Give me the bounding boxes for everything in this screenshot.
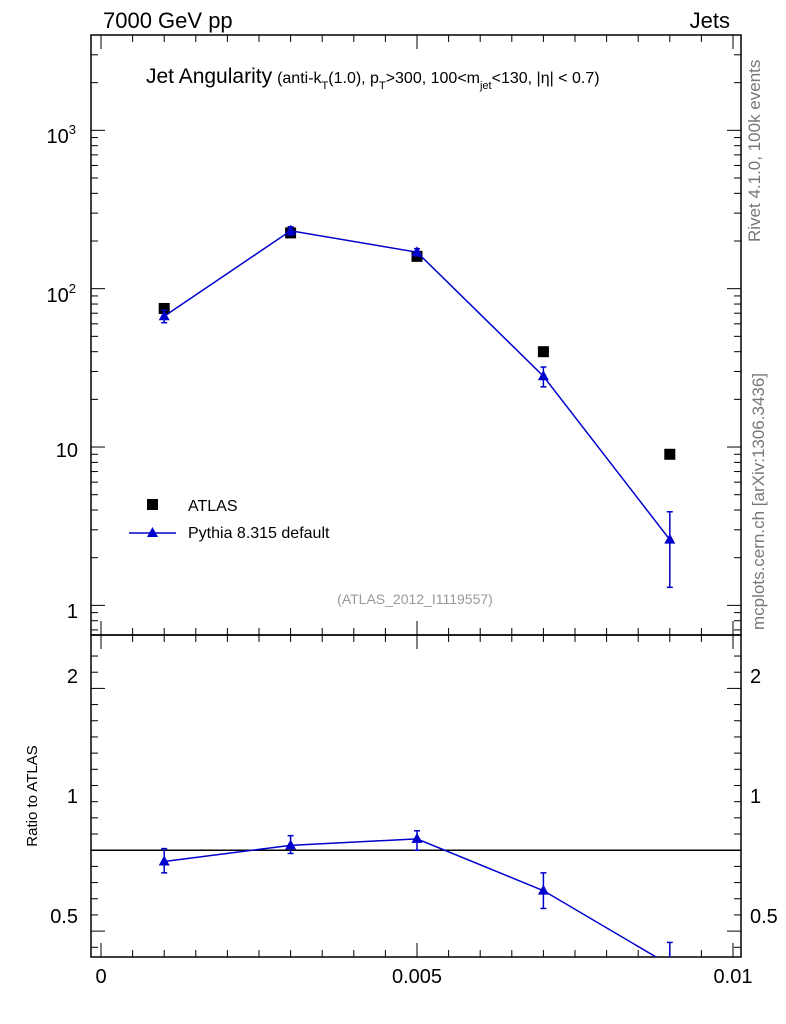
ratio-y-tick-label-1: 1 <box>67 786 78 808</box>
x-tick-label-0.005: 0.005 <box>392 966 442 988</box>
ratio-panel-frame <box>90 634 742 958</box>
pythia-point <box>537 370 549 381</box>
atlas-data-point <box>158 302 170 314</box>
y-tick-label-1000: 103 <box>47 122 76 148</box>
plot-title: Jet Angularity (anti-kT(1.0), pT>300, 100… <box>146 65 600 92</box>
pythia-ratio-point <box>537 884 549 895</box>
main-panel-marks <box>158 224 676 589</box>
ratio-y-axis-label: Ratio to ATLAS <box>24 745 41 846</box>
ratio-y-tick-label-0.5: 0.5 <box>50 906 78 928</box>
analysis-id-label: (ATLAS_2012_I1119557) <box>337 591 493 607</box>
atlas-data-point <box>537 346 549 358</box>
ratio-y-tick-label-2: 2 <box>67 666 78 688</box>
pythia-point <box>158 310 170 321</box>
pythia-point <box>285 224 297 235</box>
y-tick-label-100: 102 <box>47 281 76 307</box>
atlas-data-point <box>664 448 676 460</box>
pythia-point <box>664 533 676 544</box>
y-tick-label-1: 1 <box>67 601 78 623</box>
legend-pythia-label: Pythia 8.315 default <box>188 525 330 542</box>
legend-atlas-label: ATLAS <box>188 498 238 515</box>
pythia-ratio-point <box>158 855 170 866</box>
pythia-ratio-point <box>411 832 423 843</box>
pythia-point <box>411 246 423 257</box>
legend-atlas-marker <box>147 499 158 510</box>
ratio-y-tick-label-right-1: 1 <box>750 786 761 808</box>
y-tick-label-10: 10 <box>56 440 78 462</box>
pythia-line <box>163 230 671 541</box>
ratio-y-tick-label-right-0.5: 0.5 <box>750 906 778 928</box>
main-panel-frame <box>90 34 742 636</box>
axis-ticks <box>91 34 741 957</box>
x-tick-label-0: 0 <box>95 966 106 988</box>
legend-pythia-marker <box>147 527 158 537</box>
pythia-ratio-point <box>285 839 297 850</box>
x-tick-label-0.01: 0.01 <box>714 966 753 988</box>
ratio-panel-marks <box>158 830 675 969</box>
pythia-ratio-point <box>664 959 675 969</box>
ratio-y-tick-label-right-2: 2 <box>750 666 761 688</box>
energy-label: 7000 GeV pp <box>103 8 233 33</box>
category-label: Jets <box>689 8 730 33</box>
